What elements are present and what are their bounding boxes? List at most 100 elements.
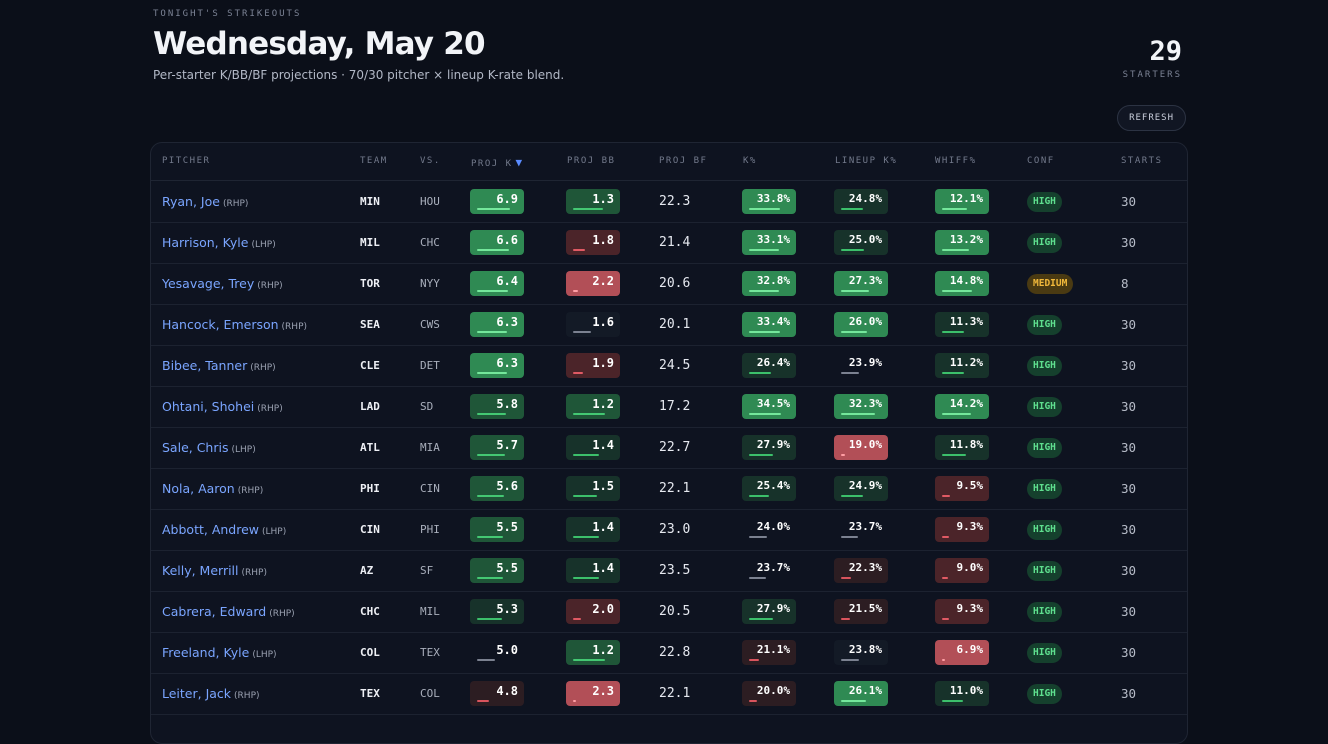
confidence-badge: HIGH <box>1027 396 1062 417</box>
lineup-k-pill: 24.9% <box>834 476 888 501</box>
team-code: AZ <box>360 564 374 577</box>
column-header-proj-bf[interactable]: PROJ BF <box>659 156 708 166</box>
proj-k-value: 5.7 <box>496 438 518 452</box>
refresh-button[interactable]: REFRESH <box>1117 105 1186 131</box>
pitcher-name-link[interactable]: Bibee, Tanner (RHP) <box>162 358 276 373</box>
team-code: CHC <box>360 605 380 618</box>
column-header-opponent[interactable]: VS. <box>420 156 441 166</box>
confidence-badge: HIGH <box>1027 437 1062 458</box>
lineup-k-value: 26.0% <box>848 315 882 328</box>
confidence-badge: HIGH <box>1027 519 1062 540</box>
table-row[interactable]: Sale, Chris (LHP) ATL MIA 5.7 1.4 22.7 27.9% 19.… <box>151 427 1187 469</box>
table-row[interactable]: Yesavage, Trey (RHP) TOR NYY 6.4 2.2 20.6 32.8%… <box>151 263 1187 305</box>
k-pct-bar <box>749 413 781 415</box>
opponent-code: HOU <box>420 195 440 208</box>
k-pct-value: 33.1% <box>756 233 790 246</box>
table-row[interactable]: Nola, Aaron (RHP) PHI CIN 5.6 1.5 22.1 25.4% 24.… <box>151 468 1187 510</box>
pitcher-name-link[interactable]: Yesavage, Trey (RHP) <box>162 276 283 291</box>
pitcher-hand: (RHP) <box>257 281 283 291</box>
whiff-pill: 11.0% <box>935 681 989 706</box>
table-row[interactable]: Ohtani, Shohei (RHP) LAD SD 5.8 1.2 17.2 34.5% 3… <box>151 386 1187 428</box>
proj-bb-value: 1.5 <box>592 479 614 493</box>
k-pct-bar <box>749 331 780 333</box>
proj-bf-value: 23.0 <box>659 522 691 537</box>
opponent-code: CWS <box>420 318 440 331</box>
whiff-value: 13.2% <box>949 233 983 246</box>
starter-count-label: STARTERS <box>1122 70 1182 80</box>
table-row[interactable]: Abbott, Andrew (LHP) CIN PHI 5.5 1.4 23.0 24.0%… <box>151 509 1187 551</box>
table-row[interactable]: Ryan, Joe (RHP) MIN HOU 6.9 1.3 22.3 33.8% 24.8%… <box>151 181 1187 223</box>
lineup-k-bar <box>841 208 863 210</box>
lineup-k-value: 32.3% <box>848 397 882 410</box>
lineup-k-value: 23.7% <box>848 520 882 533</box>
k-pct-pill: 24.0% <box>742 517 796 542</box>
confidence-badge: HIGH <box>1027 191 1062 212</box>
opponent-code: TEX <box>420 646 440 659</box>
whiff-value: 12.1% <box>949 192 983 205</box>
proj-k-value: 6.4 <box>496 274 518 288</box>
column-header-proj-bb[interactable]: PROJ BB <box>567 156 616 166</box>
table-row[interactable]: Bibee, Tanner (RHP) CLE DET 6.3 1.9 24.5 26.4% 2… <box>151 345 1187 387</box>
proj-bf-value: 20.1 <box>659 317 691 332</box>
k-pct-bar <box>749 454 773 456</box>
lineup-k-pill: 22.3% <box>834 558 888 583</box>
k-pct-value: 21.1% <box>756 643 790 656</box>
proj-bb-bar <box>573 577 599 579</box>
pitcher-name: Ohtani, Shohei <box>162 399 255 414</box>
lineup-k-value: 23.9% <box>848 356 882 369</box>
whiff-bar <box>942 290 972 292</box>
table-row[interactable]: Cabrera, Edward (RHP) CHC MIL 5.3 2.0 20.5 27.9… <box>151 591 1187 633</box>
table-row[interactable]: Leiter, Jack (RHP) TEX COL 4.8 2.3 22.1 20.0% 26… <box>151 673 1187 715</box>
column-header-starts[interactable]: STARTS <box>1121 156 1163 166</box>
pitcher-hand: (LHP) <box>262 527 287 537</box>
pitcher-name-link[interactable]: Ohtani, Shohei (RHP) <box>162 399 283 414</box>
column-header-conf[interactable]: CONF <box>1027 156 1055 166</box>
column-header-pitcher[interactable]: PITCHER <box>162 156 211 166</box>
column-header-k-pct[interactable]: K% <box>743 156 757 166</box>
column-header-whiff-pct[interactable]: WHIFF% <box>935 156 977 166</box>
table-row[interactable]: Harrison, Kyle (LHP) MIL CHC 6.6 1.8 21.4 33.1%… <box>151 222 1187 264</box>
whiff-bar <box>942 659 945 661</box>
pitcher-name-link[interactable]: Nola, Aaron (RHP) <box>162 481 263 496</box>
pitcher-name-link[interactable]: Cabrera, Edward (RHP) <box>162 604 295 619</box>
proj-k-value: 6.3 <box>496 356 518 370</box>
pitcher-name-link[interactable]: Harrison, Kyle (LHP) <box>162 235 276 250</box>
pitcher-name-link[interactable]: Abbott, Andrew (LHP) <box>162 522 286 537</box>
proj-k-pill: 4.8 <box>470 681 524 706</box>
proj-k-pill: 5.7 <box>470 435 524 460</box>
proj-bf-value: 20.6 <box>659 276 691 291</box>
proj-k-pill: 6.3 <box>470 353 524 378</box>
proj-bf-value: 22.1 <box>659 481 691 496</box>
column-header-proj-k[interactable]: PROJ K ▼ <box>471 156 524 169</box>
pitcher-name-link[interactable]: Ryan, Joe (RHP) <box>162 194 248 209</box>
k-pct-bar <box>749 495 769 497</box>
whiff-value: 14.2% <box>949 397 983 410</box>
lineup-k-value: 21.5% <box>848 602 882 615</box>
pitcher-name-link[interactable]: Hancock, Emerson (RHP) <box>162 317 307 332</box>
proj-bb-value: 1.3 <box>592 192 614 206</box>
pitcher-name-link[interactable]: Sale, Chris (LHP) <box>162 440 256 455</box>
starts-count: 30 <box>1121 604 1137 619</box>
table-row[interactable]: Freeland, Kyle (LHP) COL TEX 5.0 1.2 22.8 21.1%… <box>151 632 1187 674</box>
proj-bb-pill: 1.4 <box>566 435 620 460</box>
pitcher-name-link[interactable]: Leiter, Jack (RHP) <box>162 686 260 701</box>
starts-count: 8 <box>1121 276 1129 291</box>
table-row[interactable]: Hancock, Emerson (RHP) SEA CWS 6.3 1.6 20.1 33.… <box>151 304 1187 346</box>
pitcher-name-link[interactable]: Freeland, Kyle (LHP) <box>162 645 277 660</box>
column-header-lineup-k-pct[interactable]: LINEUP K% <box>835 156 898 166</box>
proj-bb-bar <box>573 331 591 333</box>
column-header-team[interactable]: TEAM <box>360 156 388 166</box>
proj-bb-pill: 1.2 <box>566 394 620 419</box>
proj-bb-pill: 1.8 <box>566 230 620 255</box>
lineup-k-bar <box>841 331 867 333</box>
k-pct-value: 24.0% <box>756 520 790 533</box>
table-row[interactable]: Kelly, Merrill (RHP) AZ SF 5.5 1.4 23.5 23.7% 22… <box>151 550 1187 592</box>
k-pct-pill: 23.7% <box>742 558 796 583</box>
whiff-bar <box>942 454 966 456</box>
pitcher-name-link[interactable]: Kelly, Merrill (RHP) <box>162 563 267 578</box>
proj-bb-value: 1.8 <box>592 233 614 247</box>
proj-bb-value: 2.3 <box>592 684 614 698</box>
opponent-code: MIL <box>420 605 440 618</box>
pitcher-hand: (LHP) <box>252 650 277 660</box>
proj-bb-bar <box>573 454 599 456</box>
